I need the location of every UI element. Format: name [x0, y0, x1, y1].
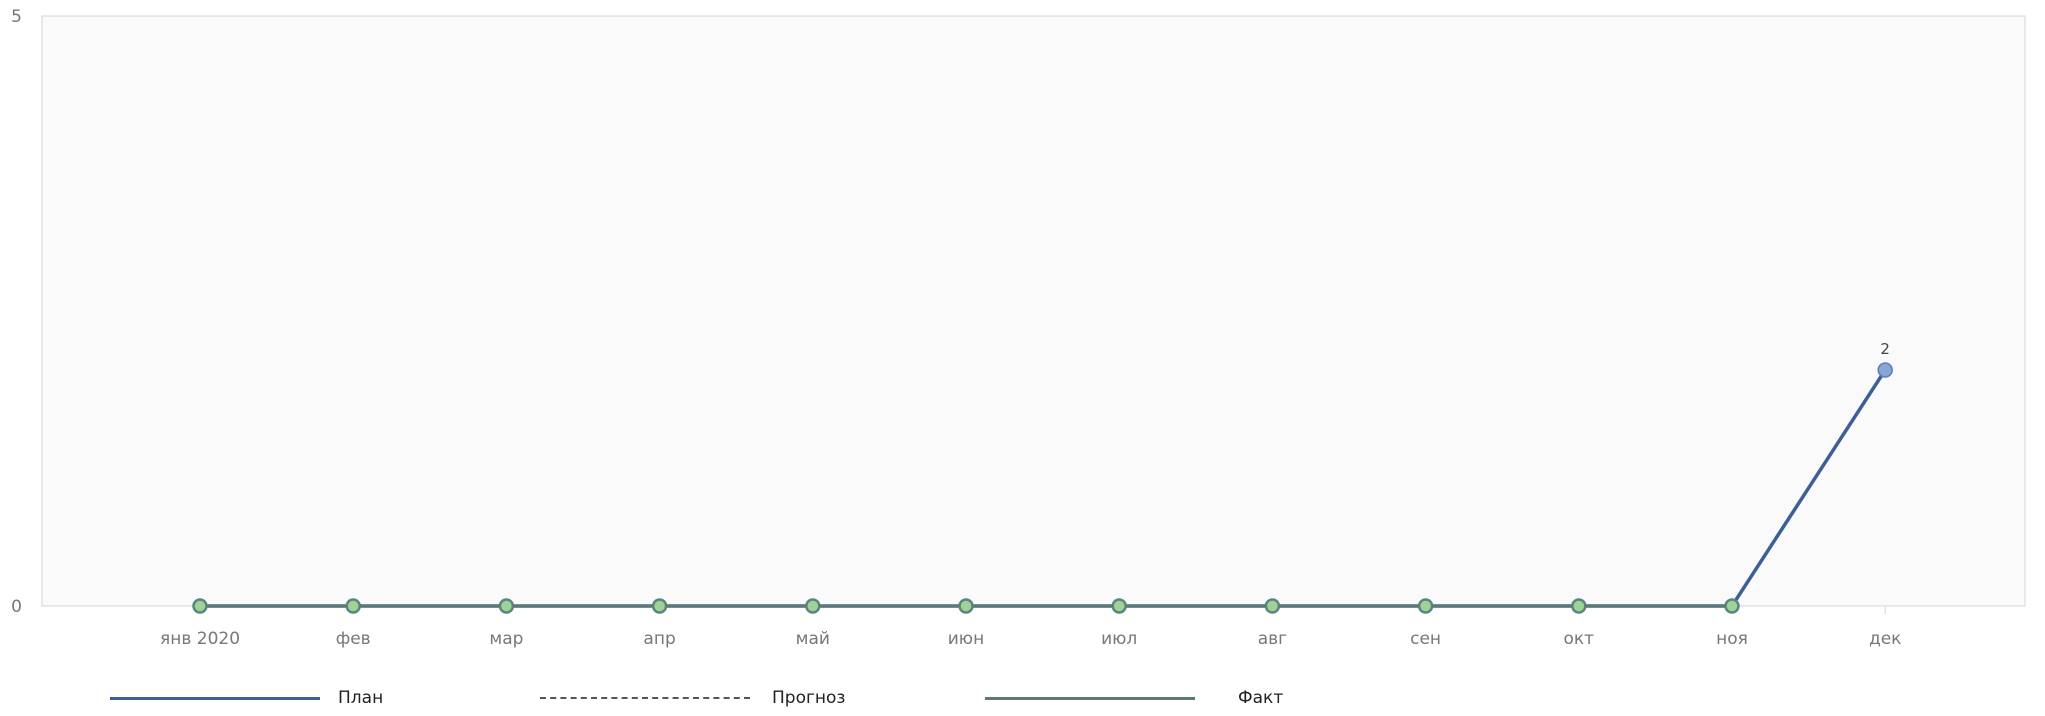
data-point-fact-4	[806, 599, 820, 613]
data-point-fact-3	[652, 599, 667, 613]
x-tick-label-8: сен	[1410, 629, 1441, 649]
x-tick-label-4: май	[796, 629, 830, 649]
data-point-fact-10	[1725, 599, 1739, 613]
x-tick-label-3: апр	[643, 629, 675, 649]
plot-area	[41, 15, 2026, 607]
data-point-fact-1	[346, 599, 360, 613]
x-tick-label-2: мар	[489, 629, 523, 649]
legend-label-forecast: Прогноз	[772, 688, 846, 708]
legend-swatch-forecast	[540, 697, 750, 699]
legend-swatch-plan	[110, 697, 320, 700]
x-tick-label-0: янв 2020	[160, 629, 240, 649]
x-tick-label-10: ноя	[1716, 629, 1748, 649]
x-tick-label-6: июл	[1101, 629, 1137, 649]
legend-label-plan: План	[338, 688, 384, 708]
y-tick-label-5: 5	[11, 7, 22, 27]
x-tick-label-1: фев	[336, 629, 371, 649]
legend-label-fact: Факт	[1238, 688, 1284, 708]
legend-item-fact[interactable]: Факт	[985, 680, 1315, 716]
chart-legend: План Прогноз Факт	[0, 680, 2045, 716]
line-chart: 0 5 янв 2020 фев мар апр май июн июл авг сен окт ноя…	[11, 7, 2026, 649]
data-point-fact-6	[1112, 599, 1126, 613]
data-label-0: 2	[1880, 340, 1890, 358]
data-point-fact-8	[1418, 599, 1433, 613]
y-tick-label-0: 0	[11, 597, 22, 617]
data-point-fact-9	[1572, 599, 1586, 613]
data-point-fact-7	[1265, 599, 1280, 613]
data-point-fact-5	[959, 599, 973, 613]
legend-item-plan[interactable]: План	[110, 680, 410, 716]
x-tick-label-11: дек	[1869, 629, 1901, 649]
x-tick-label-5: июн	[948, 629, 984, 649]
data-point-fact-2	[499, 599, 514, 613]
legend-swatch-fact	[985, 697, 1195, 700]
data-point-plan-11	[1877, 362, 1893, 378]
x-tick-label-7: авг	[1258, 629, 1287, 649]
legend-item-forecast[interactable]: Прогноз	[540, 680, 870, 716]
data-point-fact-0	[193, 599, 207, 613]
x-tick-label-9: окт	[1564, 629, 1595, 649]
